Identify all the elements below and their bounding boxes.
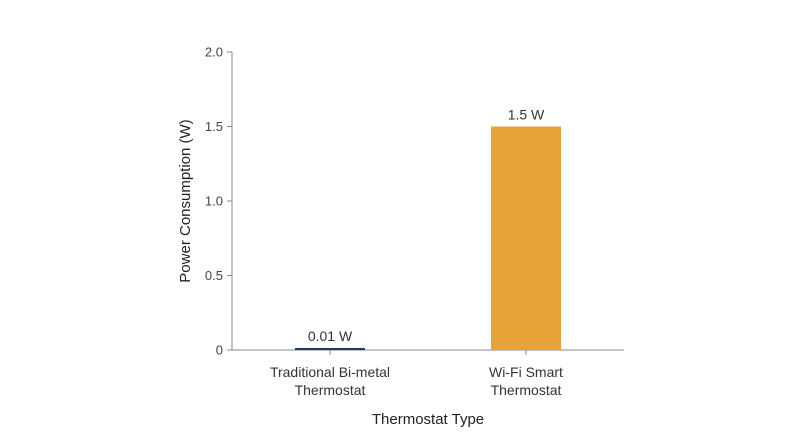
y-axis: 0 0.5 1.0 1.5 2.0 [205, 45, 233, 358]
data-label: 1.5 W [508, 107, 545, 123]
x-axis: Traditional Bi-metal Thermostat Wi-Fi Smar… [232, 349, 624, 398]
bars: 0.01 W 1.5 W [295, 107, 561, 350]
bar [491, 126, 561, 350]
y-tick-label: 2.0 [205, 45, 223, 60]
x-tick-label: Traditional Bi-metal Thermostat [270, 364, 390, 398]
x-axis-title: Thermostat Type [372, 411, 484, 428]
y-axis-title: Power Consumption (W) [177, 119, 194, 282]
data-label: 0.01 W [308, 328, 353, 344]
y-tick-label: 0.5 [205, 268, 223, 283]
y-tick-label: 0 [216, 343, 223, 358]
y-tick-label: 1.0 [205, 194, 223, 209]
x-tick-label: Wi-Fi Smart Thermostat [489, 364, 563, 398]
y-tick-label: 1.5 [205, 119, 223, 134]
bar [295, 348, 365, 350]
